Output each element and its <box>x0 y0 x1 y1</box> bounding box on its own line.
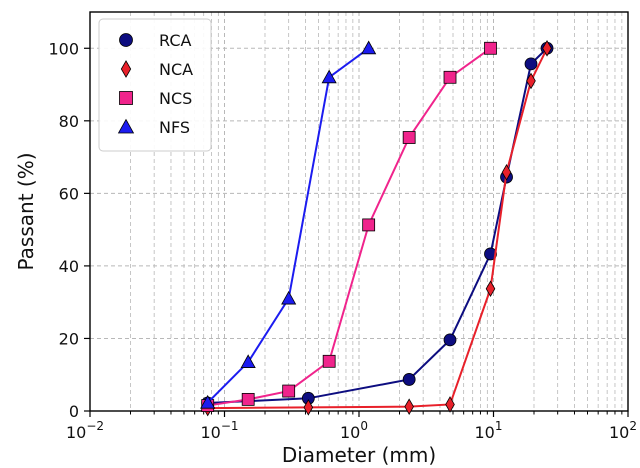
x-tick-label: 100 <box>340 419 368 442</box>
data-point-rca <box>402 373 416 386</box>
y-tick-label: 100 <box>48 39 79 58</box>
data-point-nca <box>526 72 536 90</box>
data-point-ncs <box>282 384 296 398</box>
x-axis-label: Diameter (mm) <box>282 443 436 467</box>
y-axis-label: Passant (%) <box>14 153 38 271</box>
data-point-nfs <box>321 69 337 84</box>
legend-label-ncs: NCS <box>159 89 192 108</box>
legend: RCA NCA NCS NFS <box>98 18 212 152</box>
y-tick-label: 40 <box>59 257 79 276</box>
data-point-nca <box>542 39 552 57</box>
x-tick-label: 10−1 <box>200 419 238 442</box>
data-point-nfs <box>281 290 297 305</box>
data-point-ncs <box>402 131 416 144</box>
data-point-nca <box>501 164 512 181</box>
legend-marker-rca <box>119 33 133 47</box>
data-point-ncs <box>443 70 457 84</box>
data-point-nca <box>485 280 496 298</box>
data-point-nca <box>303 399 314 416</box>
x-tick-label: 102 <box>609 419 637 442</box>
legend-marker-nfs <box>117 118 135 134</box>
legend-marker-ncs <box>119 91 133 105</box>
legend-label-rca: RCA <box>159 31 191 50</box>
series-line-nca <box>207 47 548 410</box>
data-point-ncs <box>322 354 336 368</box>
data-point-rca <box>524 57 538 71</box>
legend-box <box>98 18 212 152</box>
series-group <box>200 39 554 417</box>
y-tick-label: 0 <box>69 402 79 421</box>
data-point-nca <box>445 396 455 413</box>
data-point-ncs <box>362 218 376 232</box>
y-tick-label: 20 <box>59 329 79 348</box>
series-nca <box>202 39 552 417</box>
data-point-nfs <box>240 354 256 368</box>
legend-label-nca: NCA <box>159 60 193 79</box>
data-point-ncs <box>484 41 497 55</box>
series-ncs <box>201 41 497 412</box>
x-tick-label: 101 <box>475 419 503 442</box>
series-line-ncs <box>207 47 492 407</box>
series-nfs <box>200 40 377 409</box>
data-point-nfs <box>200 394 216 409</box>
series-line-rca <box>207 47 548 405</box>
data-point-ncs <box>241 392 255 406</box>
x-tick-label: 10−2 <box>66 419 104 442</box>
data-point-rca <box>484 247 497 261</box>
series-line-nfs <box>206 47 370 404</box>
legend-marker-nca <box>120 60 132 78</box>
legend-label-nfs: NFS <box>159 118 190 137</box>
y-tick-label: 60 <box>59 184 79 203</box>
axis-ticks: 10−2 10−1 100 101 102 0 20 40 60 80 100 <box>48 39 637 442</box>
data-point-nfs <box>361 40 377 55</box>
y-tick-label: 80 <box>59 112 79 131</box>
data-point-rca <box>443 333 457 347</box>
data-point-nca <box>404 398 414 415</box>
